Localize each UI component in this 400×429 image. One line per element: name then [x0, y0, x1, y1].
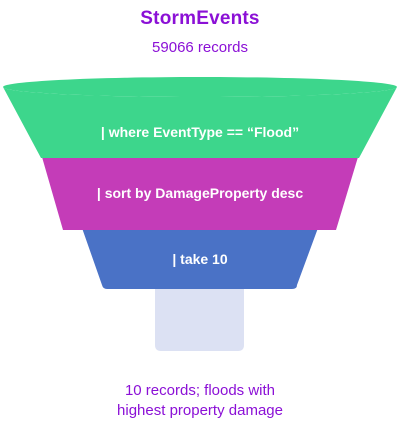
stage-label-where: | where EventType == “Flood”: [101, 124, 299, 140]
result-description: 10 records; floods with highest property…: [0, 381, 400, 421]
stage-label-sort: | sort by DamageProperty desc: [97, 185, 303, 201]
record-count: 59066 records: [152, 39, 248, 56]
funnel-rim: [3, 77, 397, 97]
funnel-stage-take: [82, 228, 318, 289]
result-description-line-2: highest property damage: [117, 402, 283, 419]
diagram-title: StormEvents: [140, 8, 260, 29]
funnel-stage-where: [3, 87, 397, 158]
funnel-spout: [155, 287, 244, 351]
stage-label-take: | take 10: [172, 251, 228, 267]
funnel-stage-sort: [42, 157, 358, 230]
result-description-line-1: 10 records; floods with: [124, 382, 276, 399]
